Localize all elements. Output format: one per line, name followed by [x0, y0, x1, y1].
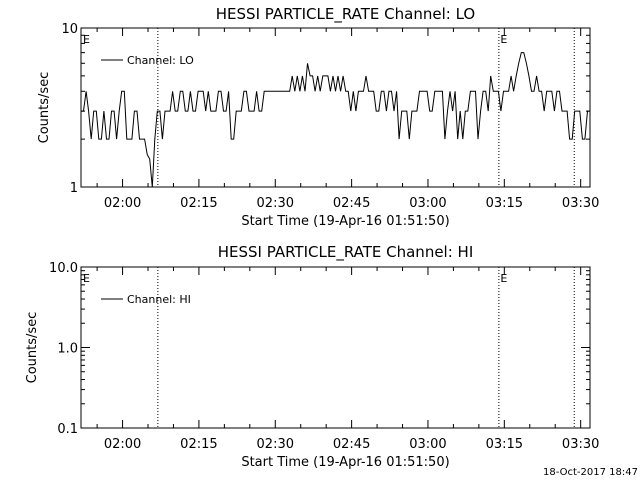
x-tick-label: 03:30: [562, 437, 599, 452]
x-tick-label: 03:15: [486, 196, 523, 211]
x-axis-label: Start Time (19-Apr-16 01:51:50): [241, 455, 449, 470]
x-tick-label: 02:45: [333, 196, 370, 211]
x-tick-label: 03:00: [409, 196, 446, 211]
x-tick-label: 02:15: [180, 196, 217, 211]
legend-label: Channel: LO: [127, 54, 194, 67]
chart-title: HESSI PARTICLE_RATE Channel: LO: [216, 5, 475, 24]
x-tick-label: 02:45: [333, 437, 370, 452]
x-tick-label: 02:30: [257, 437, 294, 452]
x-tick-label: 02:00: [104, 196, 141, 211]
x-tick-label: 03:15: [486, 437, 523, 452]
series-line-0: [81, 52, 590, 188]
legend-label: Channel: HI: [127, 293, 191, 306]
y-axis-label: Counts/sec: [25, 312, 40, 384]
plot-frame: [80, 27, 591, 188]
chart-panel-0: HESSI PARTICLE_RATE Channel: LO 1 10 02:00 0…: [37, 5, 599, 229]
chart-title: HESSI PARTICLE_RATE Channel: HI: [218, 243, 474, 262]
event-mark: E: [83, 33, 90, 46]
generation-timestamp: 18-Oct-2017 18:47: [543, 467, 638, 478]
chart-panel-1: HESSI PARTICLE_RATE Channel: HI 0.1 1.0 10.…: [25, 243, 599, 470]
y-tick-label: 1: [70, 181, 78, 196]
x-tick-label: 02:15: [180, 437, 217, 452]
event-mark: E: [500, 33, 507, 46]
y-tick-label: 1.0: [57, 342, 78, 357]
y-tick-label: 0.1: [57, 422, 78, 437]
x-tick-label: 03:00: [409, 437, 446, 452]
y-tick-label: 10: [61, 22, 78, 37]
event-mark: E: [83, 272, 90, 285]
y-tick-label: 10.0: [49, 261, 78, 276]
y-axis-label: Counts/sec: [37, 72, 52, 144]
x-tick-label: 02:00: [104, 437, 141, 452]
x-tick-label: 02:30: [257, 196, 294, 211]
chart-panels: HESSI PARTICLE_RATE Channel: LO 1 10 02:00 0…: [25, 5, 599, 470]
event-mark: E: [500, 272, 507, 285]
x-tick-label: 03:30: [562, 196, 599, 211]
x-axis-label: Start Time (19-Apr-16 01:51:50): [241, 214, 449, 229]
